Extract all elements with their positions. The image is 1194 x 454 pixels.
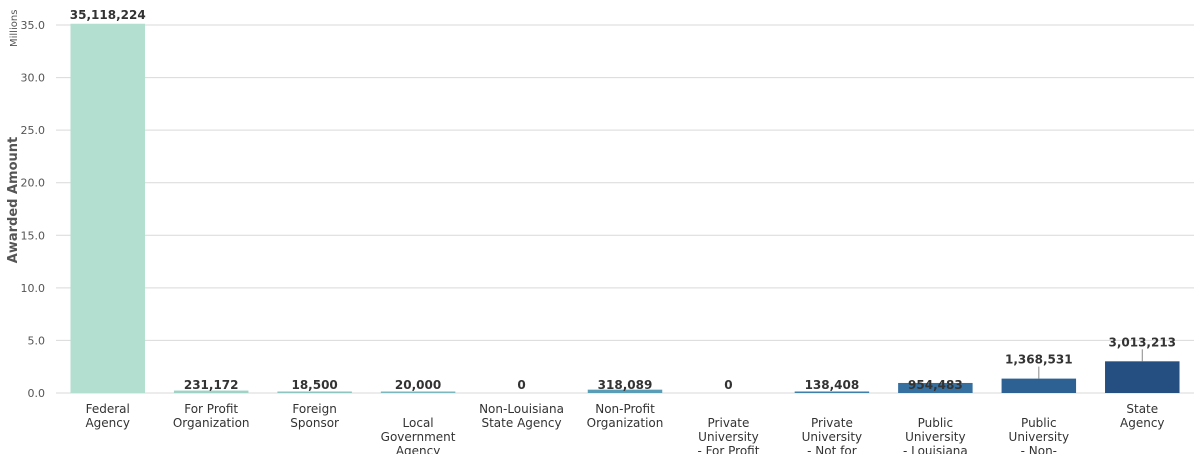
data-label: 1,368,531 xyxy=(1005,353,1073,367)
x-tick-label: Public University - Louisiana xyxy=(903,416,968,454)
x-tick-label: State Agency xyxy=(1120,402,1165,430)
y-tick-label: 25.0 xyxy=(21,124,46,137)
gridlines xyxy=(56,24,1194,394)
y-tick-label: 0.0 xyxy=(28,387,46,400)
data-label: 3,013,213 xyxy=(1108,335,1176,349)
bar xyxy=(794,391,870,393)
y-axis-ticks: 0.0 5.0 10.0 15.0 20.0 25.0 30.0 35.0 xyxy=(21,19,46,400)
y-tick-label: 10.0 xyxy=(21,282,46,295)
bar xyxy=(587,389,663,393)
x-tick-label: Non-Louisiana State Agency xyxy=(479,402,564,430)
bar xyxy=(898,382,973,393)
bar xyxy=(277,391,352,393)
y-axis-title: Awarded Amount xyxy=(6,137,21,263)
bar xyxy=(173,390,249,393)
data-label: 0 xyxy=(724,378,732,392)
x-tick-label: Non-Profit Organization xyxy=(587,402,664,430)
x-tick-label: Federal Agency xyxy=(85,402,130,430)
data-label: 20,000 xyxy=(395,378,441,392)
data-label: 954,483 xyxy=(908,378,963,392)
x-tick-label: Private University - For Profit xyxy=(697,416,759,454)
data-label: 318,089 xyxy=(598,378,653,392)
bar xyxy=(1001,378,1077,393)
x-axis-ticks: Federal Agency For Profit Organization Forei… xyxy=(85,402,1164,454)
data-label: 231,172 xyxy=(184,378,239,392)
data-label: 0 xyxy=(517,378,525,392)
data-label: 18,500 xyxy=(291,378,337,392)
data-label: 35,118,224 xyxy=(70,8,146,22)
y-tick-label: 15.0 xyxy=(21,229,46,242)
y-tick-label: 30.0 xyxy=(21,72,46,85)
y-tick-label: 35.0 xyxy=(21,19,46,32)
bar xyxy=(380,391,456,393)
bar xyxy=(1105,361,1180,393)
x-tick-label: For Profit Organization xyxy=(173,402,250,430)
data-label: 138,408 xyxy=(805,378,860,392)
data-labels: 35,118,224 231,172 18,500 20,000 0 318,089 0 13… xyxy=(70,8,1176,392)
bar xyxy=(70,23,145,394)
x-tick-label: Foreign Sponsor xyxy=(290,402,339,430)
y-tick-label: 20.0 xyxy=(21,177,46,190)
y-tick-label: 5.0 xyxy=(28,334,46,347)
y-axis-units-label: Millions xyxy=(9,10,20,47)
bars xyxy=(70,23,1180,394)
x-tick-label: Local Government Agency xyxy=(381,416,456,454)
